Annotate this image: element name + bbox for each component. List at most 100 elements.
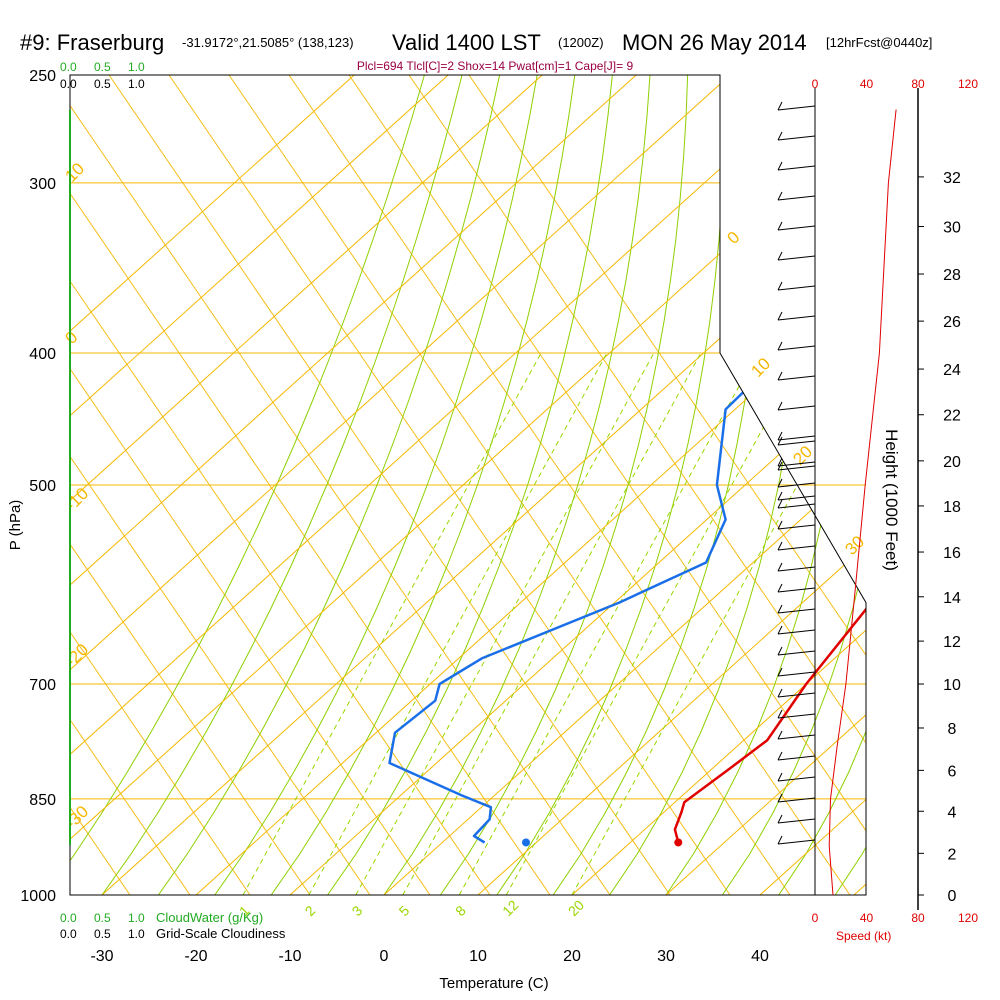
- height-tick-label: 24: [943, 362, 961, 379]
- mixing-ratio-line: [505, 352, 805, 895]
- mixing-ratio-line: [242, 352, 542, 895]
- height-tick-label: 2: [948, 846, 957, 863]
- height-tick-label: 22: [943, 408, 961, 425]
- wind-barb-flag: [777, 478, 783, 488]
- wind-barb-flag: [777, 772, 783, 782]
- mixing-ratio-lines: [242, 352, 866, 895]
- wind-barb: [777, 465, 816, 471]
- isotherm-line: [195, 75, 866, 895]
- wind-barb-flag: [777, 251, 783, 261]
- cloudiness-tick-label: 1.0: [128, 927, 145, 941]
- x-tick-label: 0: [380, 948, 389, 965]
- surface-dewpoint-dot: [521, 838, 530, 847]
- wind-barb: [777, 776, 816, 782]
- isotherm-line: [477, 75, 866, 895]
- cloudwater-label: CloudWater (g/Kg): [156, 910, 263, 925]
- wind-barb-flag: [777, 221, 783, 231]
- zulu-time: (1200Z): [558, 35, 604, 50]
- sounding-series: [388, 119, 866, 847]
- moist-adiabat-line: [327, 75, 613, 895]
- wind-barb-flag: [777, 431, 783, 441]
- wind-barb: [777, 524, 816, 530]
- wind-barb-flag: [777, 541, 783, 551]
- x-tick-label: 40: [751, 948, 769, 965]
- pressure-tick-label: 300: [29, 176, 56, 193]
- valid-time: Valid 1400 LST: [392, 30, 541, 55]
- mixing-ratio-line: [458, 352, 758, 895]
- x-tick-label: -20: [184, 948, 207, 965]
- isotherm-label: -10: [61, 484, 92, 515]
- dry-adiabat-line: [0, 75, 10, 895]
- dry-adiabat-line: [70, 75, 611, 895]
- moist-adiabat-line: [70, 75, 425, 895]
- height-tick-label: 10: [943, 677, 961, 694]
- wind-barb-flag: [777, 751, 783, 761]
- wind-barb-flag: [777, 730, 783, 740]
- height-axis-title: Height (1000 Feet): [882, 429, 901, 571]
- moist-adiabat-line: [721, 75, 866, 895]
- wind-barb-flag: [777, 281, 783, 291]
- wind-barb: [777, 692, 816, 698]
- height-tick-label: 6: [948, 763, 957, 780]
- cloudwater-scale-bottom: 0.0 0.5 1.0 CloudWater (g/Kg) 0.0 0.5 1.…: [60, 910, 286, 941]
- dry-adiabat-line: [70, 75, 371, 895]
- isotherm-line: [70, 75, 637, 895]
- wind-barb: [777, 135, 816, 141]
- wind-barb-flag: [777, 520, 783, 530]
- station-coords: -31.9172°,21.5085° (138,123): [182, 35, 354, 50]
- pressure-tick-label: 500: [29, 478, 56, 495]
- wind-barb-flag: [777, 341, 783, 351]
- x-tick-label: 30: [657, 948, 675, 965]
- moist-adiabat-line: [892, 75, 1000, 895]
- x-tick-label: -30: [90, 948, 113, 965]
- wind-barb: [777, 435, 816, 441]
- isotherm-line: [665, 75, 866, 895]
- mixing-ratio-label: 12: [499, 897, 521, 919]
- speed-tick-label: 40: [860, 77, 874, 91]
- wind-barb: [777, 440, 816, 446]
- wind-barb-flag: [777, 667, 783, 677]
- temperature-line: [673, 119, 866, 843]
- dry-adiabat-line: [70, 75, 251, 895]
- moist-adiabat-line: [383, 75, 651, 895]
- height-tick-label: 28: [943, 267, 961, 284]
- wind-barb: [777, 734, 816, 740]
- cloudiness-tick-label: 1.0: [128, 77, 145, 91]
- wind-barb-flag: [777, 131, 783, 141]
- wind-barb-flag: [777, 371, 783, 381]
- isotherm-line: [70, 75, 543, 895]
- mixing-ratio-line: [355, 352, 655, 895]
- isotherm-label: 30: [841, 532, 868, 559]
- wind-barb-flag: [777, 457, 783, 467]
- mixing-ratio-line: [308, 352, 608, 895]
- x-tick-label: -10: [278, 948, 301, 965]
- cloudiness-tick-label: 0.5: [94, 927, 111, 941]
- wind-barb-flag: [777, 709, 783, 719]
- wind-barb: [777, 105, 816, 111]
- y-axis-title: P (hPa): [7, 500, 24, 551]
- isotherm-line: [571, 75, 866, 895]
- height-tick-label: 32: [943, 170, 961, 187]
- wind-barb: [777, 315, 816, 321]
- dry-adiabat-line: [468, 75, 866, 895]
- wind-barb-flag: [777, 311, 783, 321]
- wind-barb-flag: [777, 604, 783, 614]
- dewpoint-line: [388, 120, 866, 844]
- wind-barb: [777, 671, 816, 677]
- station-title: #9: Fraserburg: [20, 30, 164, 55]
- mixing-ratio-label: 8: [452, 902, 469, 919]
- height-tick-label: 4: [948, 804, 957, 821]
- height-tick-label: 18: [943, 499, 961, 516]
- cloudwater-tick-label: 1.0: [128, 60, 145, 74]
- isotherm-line: [853, 75, 866, 895]
- pressure-tick-label: 400: [29, 346, 56, 363]
- height-tick-label: 16: [943, 545, 961, 562]
- height-tick-label: 26: [943, 314, 961, 331]
- moist-adiabat-line: [778, 75, 866, 895]
- isotherm-line: [289, 75, 866, 895]
- stability-indices: Plcl=694 Tlcl[C]=2 Shox=14 Pwat[cm]=1 Ca…: [357, 59, 634, 73]
- wind-barb-flag: [777, 499, 783, 509]
- height-tick-label: 12: [943, 634, 961, 651]
